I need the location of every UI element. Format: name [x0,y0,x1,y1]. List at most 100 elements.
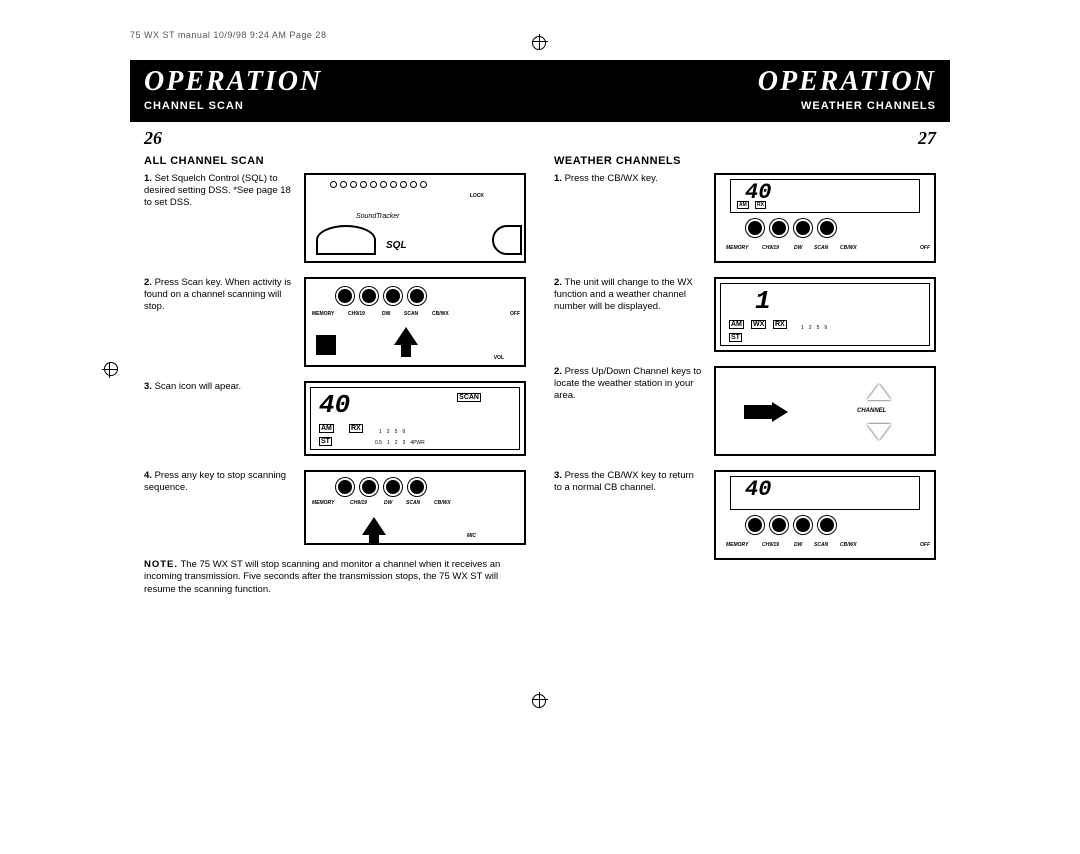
scan-label-2: SCAN [406,500,420,506]
arrow-up-icon [394,327,418,345]
page-numbers: 26 27 [130,122,950,155]
note-block: NOTE. The 75 WX ST will stop scanning an… [144,559,526,596]
lcd-st-label: ST [319,437,332,446]
wx-lcd-st: ST [729,333,742,342]
memory-label-2: MEMORY [312,500,334,506]
memory-buttons-2 [336,478,426,496]
wx-cbwx-1: CB/WX [840,245,857,251]
scan-btn-label: SCAN [404,311,418,317]
indicator-circles [330,181,427,188]
step-3-image: 40 SCAN AM RX ST 1259 0.51234PWR [304,381,526,456]
wx4-cbwx: CB/WX [840,542,857,548]
step-4-text: 4. Press any key to stop scanning sequen… [144,470,294,545]
band-left: OPERATION CHANNEL SCAN [130,60,540,122]
step-1-text: 1. Set Squelch Control (SQL) to desired … [144,173,294,263]
wx-step-1-text: 1. Press the CB/WX key. [554,173,704,263]
wx-step-row-3: 2. Press Up/Down Channel keys to locate … [554,366,936,456]
wx-step-1-image: 40 AM RX MEMORY CH9/19 DW SCAN CB/WX OFF [714,173,936,263]
dw-label-2: DW [384,500,392,506]
wx4-scan: SCAN [814,542,828,548]
wx4-dw: DW [794,542,802,548]
header-band: OPERATION CHANNEL SCAN OPERATION WEATHER… [130,60,950,122]
right-knob [492,225,522,255]
wx-off-1: OFF [920,245,930,251]
crop-mark-top [530,34,550,54]
wx-step-2-image: 1 AM WX RX ST 1259 [714,277,936,352]
memory-buttons [336,287,426,305]
wx-buttons-1 [746,219,836,237]
wx4-ch919: CH9/19 [762,542,779,548]
page-num-right: 27 [918,128,936,149]
wx-lcd-1: 1 [755,286,771,316]
sql-label: SQL [386,240,407,251]
wx4-memory: MEMORY [726,542,748,548]
wx-step-row-1: 1. Press the CB/WX key. 40 AM RX MEMORY … [554,173,936,263]
wx-step-3-image: CHANNEL [714,366,936,456]
arrow-up-icon-2 [362,517,386,535]
mic-label: MIC [467,533,476,539]
wx-dw-1: DW [794,245,802,251]
page-26: ALL CHANNEL SCAN 1. Set Squelch Control … [130,155,540,596]
lcd-rx-label: RX [349,424,363,433]
mic-shape [316,335,336,355]
vol-label: VOL [494,355,504,361]
note-label: NOTE. [144,559,178,570]
wx4-off: OFF [920,542,930,548]
content-wrap: OPERATION CHANNEL SCAN OPERATION WEATHER… [130,60,950,680]
wx-lcd-wx: WX [751,320,766,329]
ch919-label: CH9/19 [348,311,365,317]
wx-step-row-2: 2. The unit will change to the WX functi… [554,277,936,352]
soundtracker-label: SoundTracker [356,213,399,220]
wx-step-row-4: 3. Press the CB/WX key to return to a no… [554,470,936,560]
channel-text: CHANNEL [857,408,886,414]
step-4-image: MEMORY CH9/19 DW SCAN CB/WX MIC [304,470,526,545]
channel-rocker: CHANNEL [851,382,906,442]
step-3-text: 3. Scan icon will apear. [144,381,294,456]
main-content: ALL CHANNEL SCAN 1. Set Squelch Control … [130,155,950,596]
wx-ch919-1: CH9/19 [762,245,779,251]
wx-scale: 1259 [801,325,827,331]
wx-lcd-am: AM [729,320,744,329]
lock-label: LOCK [470,193,484,199]
print-header: 75 WX ST manual 10/9/98 9:24 AM Page 28 [130,30,326,40]
step-row-4: 4. Press any key to stop scanning sequen… [144,470,526,545]
step-row-2: 2. Press Scan key. When activity is foun… [144,277,526,367]
ch919-label-2: CH9/19 [350,500,367,506]
wx4-lcd-40: 40 [745,477,771,502]
step-2-image: MEMORY CH9/19 DW SCAN CB/WX OFF VOL [304,277,526,367]
document-spread: 75 WX ST manual 10/9/98 9:24 AM Page 28 … [90,20,990,720]
wx-memory-1: MEMORY [726,245,748,251]
dw-label: DW [382,311,390,317]
off-label: OFF [510,311,520,317]
arrow-right-icon [772,402,788,422]
page-27: WEATHER CHANNELS 1. Press the CB/WX key.… [540,155,950,596]
memory-label: MEMORY [312,311,334,317]
heading-weather-channels: WEATHER CHANNELS [554,155,936,167]
scale-marks-2: 0.51234PWR [375,440,425,446]
wx-step-2-text: 2. The unit will change to the WX functi… [554,277,704,352]
lcd-channel-40: 40 [319,390,350,420]
crop-mark-bottom [530,692,550,712]
heading-all-channel-scan: ALL CHANNEL SCAN [144,155,526,167]
step-row-3: 3. Scan icon will apear. 40 SCAN AM RX S… [144,381,526,456]
wx-scan-1: SCAN [814,245,828,251]
sql-knob [316,225,376,255]
page-title-left: OPERATION [144,66,526,98]
wx-lcd-rx: RX [773,320,787,329]
wx-buttons-4 [746,516,836,534]
note-text: The 75 WX ST will stop scanning and moni… [144,559,500,595]
cbwx-label-2: CB/WX [434,500,451,506]
step-1-image: LOCK SoundTracker SQL [304,173,526,263]
wx-step-4-text: 3. Press the CB/WX key to return to a no… [554,470,704,560]
wx-rx: RX [755,201,766,209]
lcd-am-label: AM [319,424,334,433]
scale-marks: 1259 [379,429,405,435]
band-right: OPERATION WEATHER CHANNELS [540,60,950,122]
crop-mark-left [102,360,122,380]
cbwx-label: CB/WX [432,311,449,317]
wx-step-3-text: 2. Press Up/Down Channel keys to locate … [554,366,704,456]
step-row-1: 1. Set Squelch Control (SQL) to desired … [144,173,526,263]
step-2-text: 2. Press Scan key. When activity is foun… [144,277,294,367]
lcd-scan-label: SCAN [457,393,481,402]
wx-am: AM [737,201,749,209]
